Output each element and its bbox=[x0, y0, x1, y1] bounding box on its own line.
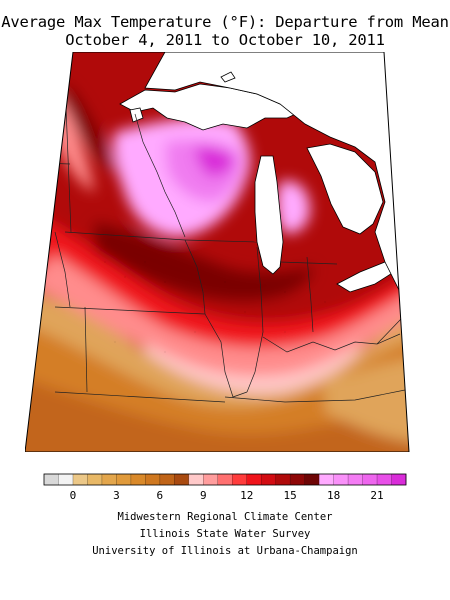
legend-tick-label: 6 bbox=[157, 489, 164, 502]
legend-tick-label: 18 bbox=[327, 489, 340, 502]
legend-tick-label: 12 bbox=[240, 489, 253, 502]
legend-swatch bbox=[174, 474, 189, 485]
legend-swatch bbox=[102, 474, 117, 485]
legend-swatch bbox=[261, 474, 276, 485]
legend-swatch bbox=[232, 474, 247, 485]
map-subtitle-dates: October 4, 2011 to October 10, 2011 bbox=[0, 31, 450, 49]
legend-swatch bbox=[145, 474, 160, 485]
color-legend: 0 3 6 9 12 15 18 21 bbox=[43, 473, 413, 505]
credit-isws: Illinois State Water Survey bbox=[0, 527, 450, 541]
legend-swatch bbox=[290, 474, 305, 485]
credit-mrcc: Midwestern Regional Climate Center bbox=[0, 510, 450, 524]
legend-swatch bbox=[116, 474, 131, 485]
legend-tick-label: 21 bbox=[370, 489, 383, 502]
legend-swatch bbox=[363, 474, 378, 485]
legend-swatch bbox=[319, 474, 334, 485]
legend-tick-label: 3 bbox=[113, 489, 120, 502]
legend-tick-label: 15 bbox=[284, 489, 297, 502]
legend-swatch bbox=[305, 474, 320, 485]
legend-swatch bbox=[392, 474, 407, 485]
legend-swatch bbox=[203, 474, 218, 485]
legend-bar bbox=[44, 474, 406, 485]
outside-ohio-east bbox=[403, 288, 425, 382]
credit-uiuc: University of Illinois at Urbana-Champai… bbox=[0, 544, 450, 558]
legend-swatch bbox=[87, 474, 102, 485]
legend-ticks: 0 3 6 9 12 15 18 21 bbox=[70, 489, 384, 502]
legend-swatch bbox=[58, 474, 73, 485]
legend-swatch bbox=[189, 474, 204, 485]
legend-swatch bbox=[247, 474, 262, 485]
legend-swatch bbox=[218, 474, 233, 485]
legend-swatch bbox=[348, 474, 363, 485]
legend-swatch bbox=[160, 474, 175, 485]
map-title: Average Max Temperature (°F): Departure … bbox=[0, 13, 450, 31]
legend-tick-label: 9 bbox=[200, 489, 207, 502]
legend-swatch bbox=[377, 474, 392, 485]
legend-swatch bbox=[334, 474, 349, 485]
legend-swatch bbox=[276, 474, 291, 485]
legend-tick-label: 0 bbox=[70, 489, 77, 502]
legend-swatch bbox=[73, 474, 88, 485]
legend-swatch bbox=[44, 474, 59, 485]
legend-swatch bbox=[131, 474, 146, 485]
temperature-departure-map bbox=[25, 52, 425, 452]
